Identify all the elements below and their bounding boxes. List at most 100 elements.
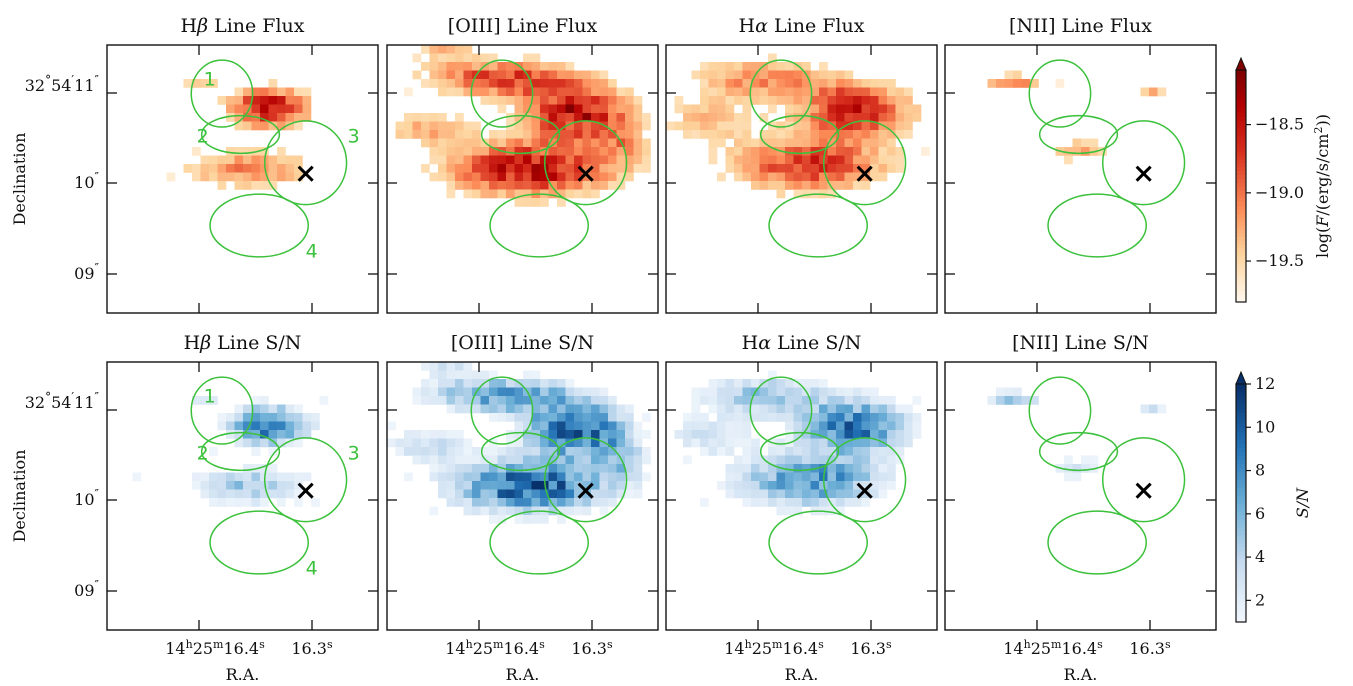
map-pixel xyxy=(582,430,592,439)
map-pixel xyxy=(574,147,583,156)
map-pixel xyxy=(887,104,896,114)
region-label-3: 3 xyxy=(348,443,360,465)
map-pixel xyxy=(226,96,235,105)
map-pixel xyxy=(446,70,456,80)
map-pixel xyxy=(480,396,490,405)
map-pixel xyxy=(565,481,575,490)
map-pixel xyxy=(793,79,803,88)
map-pixel xyxy=(548,113,558,122)
map-pixel xyxy=(625,404,634,414)
map-pixel xyxy=(853,79,862,88)
colorbar-frame xyxy=(1235,383,1247,623)
map-pixel xyxy=(497,387,507,397)
map-pixel xyxy=(277,172,286,182)
colorbar-segment xyxy=(1236,479,1246,484)
map-pixel xyxy=(268,430,278,439)
panel-frame xyxy=(106,44,379,314)
map-pixel xyxy=(734,138,743,148)
map-pixel xyxy=(565,438,575,448)
map-pixel xyxy=(446,387,456,397)
map-pixel xyxy=(870,172,879,182)
map-pixel xyxy=(633,164,643,173)
colorbar-tick-label: −18.5 xyxy=(1255,115,1304,134)
map-pixel xyxy=(531,413,541,422)
map-pixel xyxy=(785,147,794,156)
map-pixel xyxy=(582,413,592,422)
map-pixel xyxy=(870,130,879,139)
map-pixel xyxy=(429,396,439,405)
map-pixel xyxy=(489,472,498,482)
map-pixel xyxy=(463,489,473,499)
panel-0-2: Hα Line Flux xyxy=(665,15,938,314)
map-pixel xyxy=(489,70,498,80)
map-pixel xyxy=(285,404,295,414)
map-pixel xyxy=(421,379,430,388)
map-pixel xyxy=(557,172,566,182)
map-pixel xyxy=(506,138,515,148)
map-pixel xyxy=(793,481,803,490)
map-pixel xyxy=(616,87,626,97)
map-pixel xyxy=(514,172,524,182)
map-pixel xyxy=(251,481,261,490)
map-pixel xyxy=(472,53,481,63)
map-pixel xyxy=(642,121,651,131)
map-pixel xyxy=(802,404,811,414)
map-pixel xyxy=(904,130,913,139)
map-pixel xyxy=(870,413,879,422)
colorbar-tick-label: 2 xyxy=(1255,590,1265,609)
map-pixel xyxy=(217,481,227,490)
map-pixel xyxy=(251,155,261,165)
map-pixel xyxy=(243,413,252,422)
map-pixel xyxy=(591,438,600,448)
map-pixel xyxy=(480,506,490,516)
map-pixel xyxy=(616,104,626,114)
map-pixel xyxy=(429,438,439,448)
map-pixel xyxy=(243,172,252,182)
map-pixel xyxy=(1021,79,1031,88)
map-pixel xyxy=(802,189,811,199)
map-pixel xyxy=(472,404,481,414)
map-pixel xyxy=(582,130,592,139)
map-pixel xyxy=(810,379,820,388)
map-pixel xyxy=(531,96,541,105)
map-pixel xyxy=(446,53,456,63)
map-pixel xyxy=(523,498,532,507)
map-pixel xyxy=(734,455,743,465)
map-pixel xyxy=(912,396,922,405)
map-pixel xyxy=(243,147,252,156)
map-pixel xyxy=(217,164,227,173)
colorbar-segment xyxy=(1236,278,1246,284)
map-pixel xyxy=(438,489,447,499)
map-pixel xyxy=(565,413,575,422)
map-pixel xyxy=(768,138,777,148)
colorbar-segment xyxy=(1236,151,1246,156)
map-pixel xyxy=(523,62,532,71)
map-pixel xyxy=(742,421,752,431)
region-2-ellipse xyxy=(480,114,561,155)
map-pixel xyxy=(226,489,235,499)
map-pixel xyxy=(861,472,871,482)
map-pixel xyxy=(776,447,786,456)
map-pixel xyxy=(234,481,244,490)
map-pixel xyxy=(557,87,566,97)
map-pixel xyxy=(793,147,803,156)
map-pixel xyxy=(827,481,837,490)
map-pixel xyxy=(243,472,252,482)
map-pixel xyxy=(489,396,498,405)
map-pixel xyxy=(557,70,566,80)
map-pixel xyxy=(591,472,600,482)
map-pixel xyxy=(200,79,210,88)
map-pixel xyxy=(531,172,541,182)
map-pixel xyxy=(446,438,456,448)
map-pixel xyxy=(455,379,464,388)
region-3-ellipse xyxy=(822,120,907,206)
map-pixel xyxy=(260,104,269,114)
map-pixel xyxy=(887,164,896,173)
map-pixel xyxy=(793,87,803,97)
map-pixel xyxy=(751,155,760,165)
map-pixel xyxy=(574,70,583,80)
map-pixel xyxy=(717,87,726,97)
map-pixel xyxy=(497,472,507,482)
map-pixel xyxy=(776,455,786,465)
panel-title: Hα Line Flux xyxy=(739,15,865,37)
